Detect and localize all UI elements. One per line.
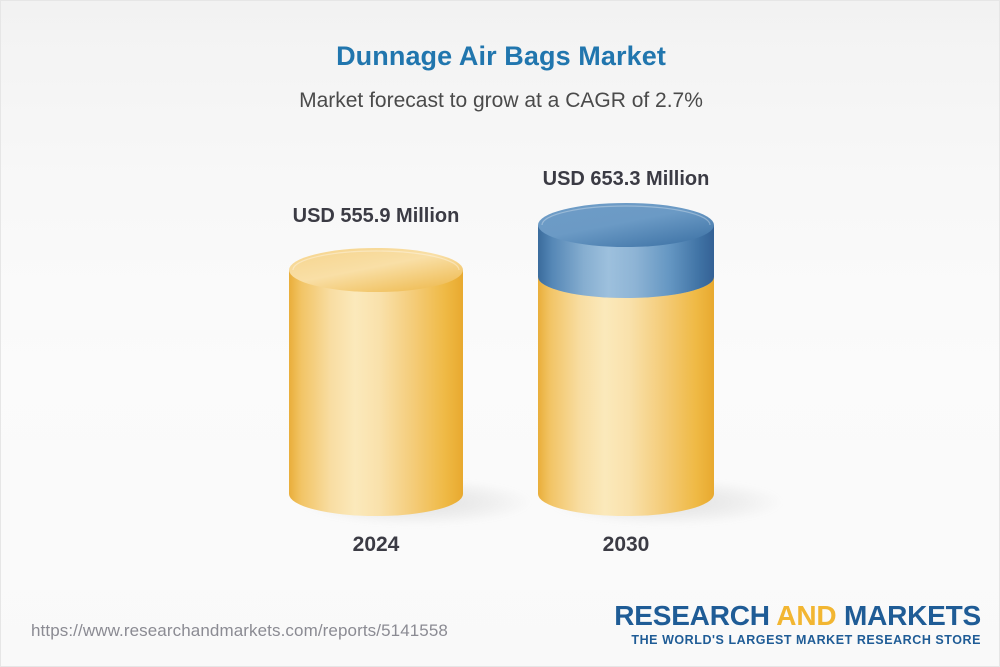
cylinder-2030-svg: [538, 203, 714, 516]
cylinder-2024-svg: [289, 248, 463, 516]
category-label-2030: 2030: [602, 533, 650, 556]
bar-cylinder-2030[interactable]: [538, 203, 714, 516]
source-url[interactable]: https://www.researchandmarkets.com/repor…: [31, 621, 448, 640]
bar-cylinder-2024[interactable]: [289, 248, 463, 516]
category-label-2024: 2024: [352, 533, 400, 556]
research-and-markets-logo[interactable]: RESEARCH AND MARKETS THE WORLD'S LARGEST…: [614, 601, 981, 648]
logo-word-research: RESEARCH: [614, 600, 770, 631]
logo-wordmark: RESEARCH AND MARKETS: [614, 601, 981, 630]
logo-word-and: AND: [776, 600, 837, 631]
value-label-2030: USD 653.3 Million: [542, 168, 710, 190]
value-label-2024: USD 555.9 Million: [292, 205, 460, 227]
chart-subtitle: Market forecast to grow at a CAGR of 2.7…: [299, 89, 703, 112]
logo-word-markets: MARKETS: [843, 600, 981, 631]
page-title: Dunnage Air Bags Market: [336, 41, 666, 71]
logo-tagline: THE WORLD'S LARGEST MARKET RESEARCH STOR…: [631, 633, 981, 648]
plot-area: USD 555.9 Million USD 653.3 Million 2024…: [1, 1, 999, 601]
